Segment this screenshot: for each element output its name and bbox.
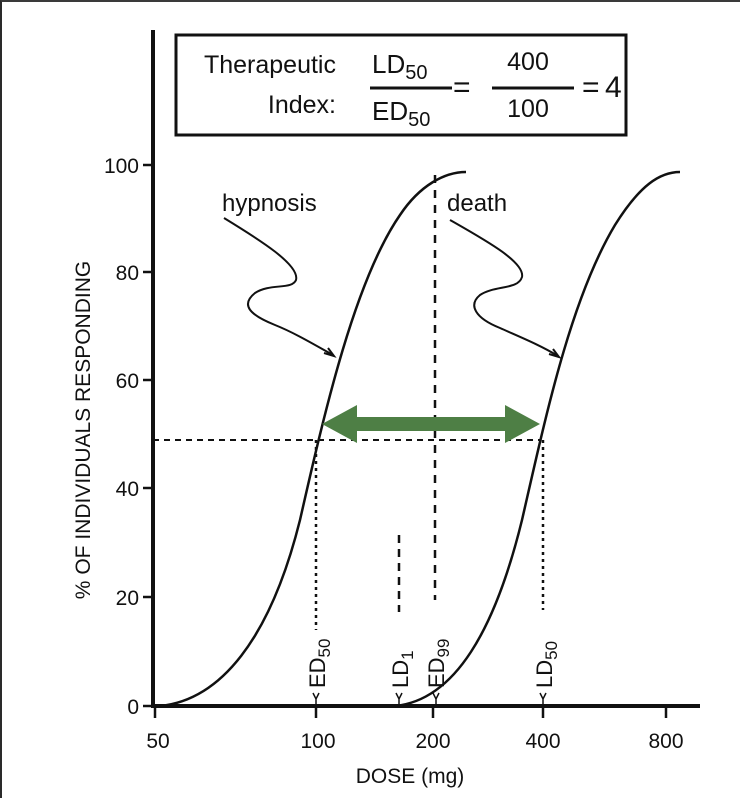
svg-text:20: 20: [116, 587, 139, 610]
x-tick-labels: 50 100 200 400 800: [146, 730, 683, 753]
death-pointer: [449, 219, 559, 357]
formula-equals-2: =: [582, 71, 600, 104]
y-tick-labels: 0 20 40 60 80 100: [104, 155, 139, 719]
svg-text:60: 60: [116, 370, 139, 393]
death-label: death: [447, 190, 507, 217]
formula-box: Therapeutic Index: LD50 ED50 = 400 100 =…: [174, 33, 628, 137]
hypnosis-label: hypnosis: [222, 190, 317, 217]
y-axis-label: % OF INDIVIDUALS RESPONDING: [72, 261, 95, 599]
ld1-label: LD1: [388, 650, 417, 688]
formula-denominator-value: 100: [507, 95, 549, 123]
svg-text:50: 50: [146, 730, 169, 753]
hypnosis-curve: [159, 170, 467, 708]
svg-text:200: 200: [415, 730, 450, 753]
svg-text:400: 400: [525, 730, 560, 753]
svg-text:800: 800: [648, 730, 683, 753]
formula-denominator: ED50: [372, 96, 430, 131]
formula-numerator: LD50: [372, 49, 428, 84]
formula-result: 4: [605, 71, 622, 104]
therapeutic-window-arrow: [322, 405, 540, 443]
hypnosis-pointer: [223, 217, 334, 356]
svg-text:80: 80: [116, 262, 139, 285]
axes: 0 20 40 60 80 100 50 100 200 400 800 DOS…: [72, 30, 700, 788]
formula-label-line1: Therapeutic: [204, 51, 336, 79]
svg-text:100: 100: [104, 155, 139, 178]
svg-text:100: 100: [300, 730, 335, 753]
formula-equals-1: =: [453, 71, 471, 104]
ed50-label: ED50: [305, 639, 334, 688]
ld50-label: LD50: [532, 641, 561, 688]
x-axis-label: DOSE (mg): [356, 765, 465, 788]
svg-text:0: 0: [127, 696, 139, 719]
dose-markers: ED50 LD1 ED99 LD50: [305, 639, 561, 688]
formula-numerator-value: 400: [507, 48, 549, 76]
death-curve: [394, 170, 681, 708]
svg-text:40: 40: [116, 478, 139, 501]
formula-label-line2: Index:: [268, 91, 336, 119]
